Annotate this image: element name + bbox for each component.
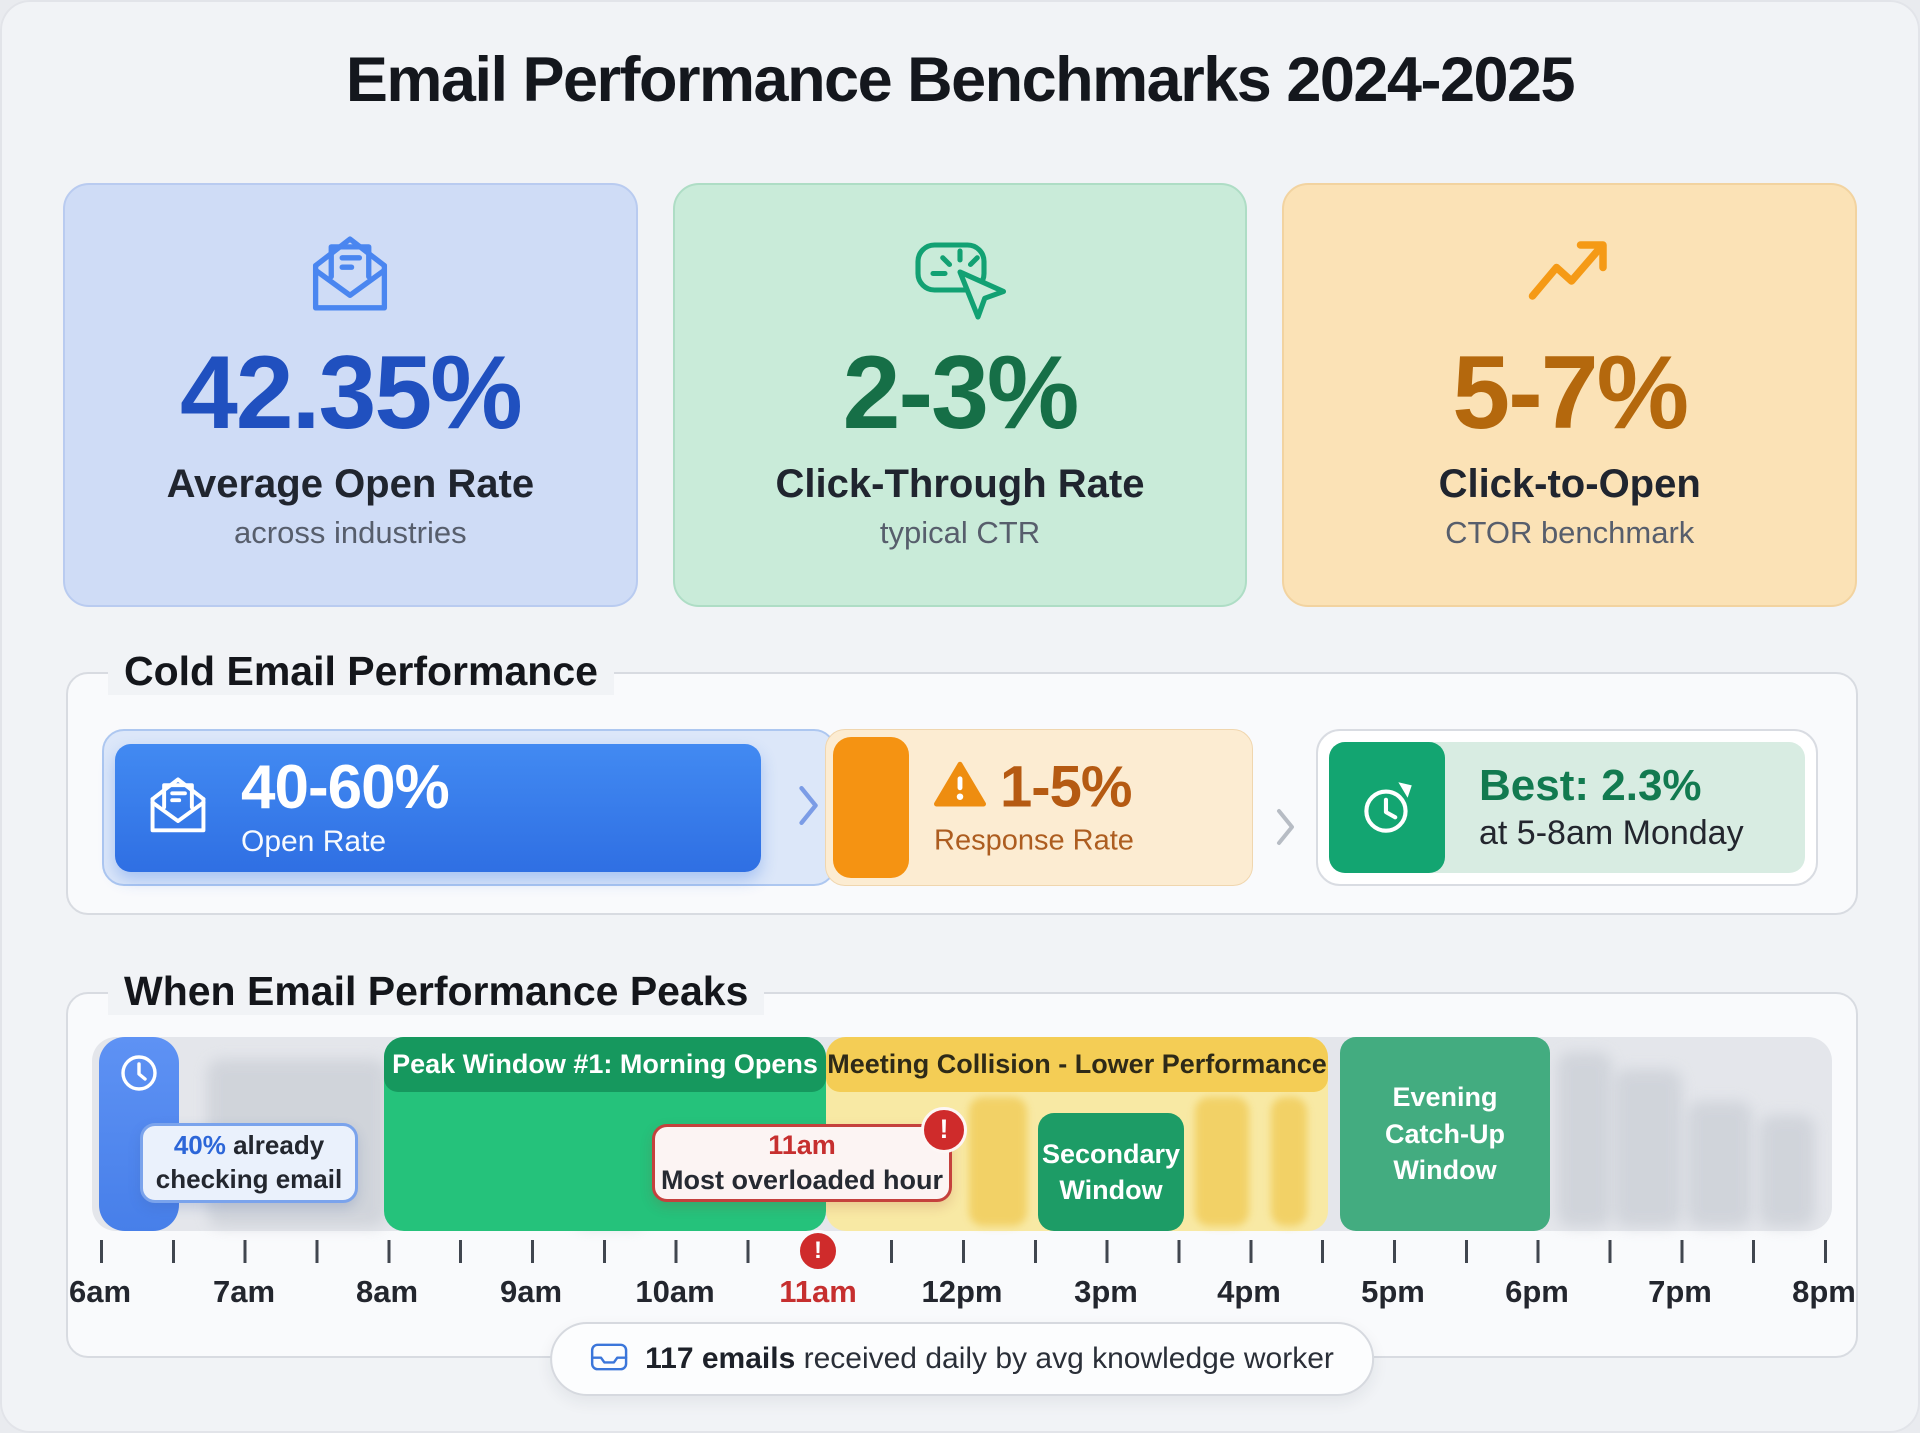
section-title-peaks: When Email Performance Peaks <box>108 968 765 1015</box>
axis-label: 12pm <box>921 1274 1003 1309</box>
ghost-bar <box>1557 1052 1612 1227</box>
stat-sublabel: typical CTR <box>879 515 1041 551</box>
inbox-icon <box>590 1341 628 1378</box>
overload-callout: 11am Most overloaded hour ! <box>652 1107 967 1202</box>
checking-email-callout: 40% already checking email <box>140 1123 358 1203</box>
evening-window-block: Evening Catch-Up Window <box>1340 1037 1550 1231</box>
evening-window-label: Catch-Up <box>1385 1118 1505 1149</box>
stat-value: 42.35% <box>179 335 523 451</box>
axis-alert-badge-icon: ! <box>797 1230 839 1272</box>
stat-card-ctr: 2-3% Click-Through Rate typical CTR <box>672 183 1248 607</box>
open-rate-wrapper: 40-60% Open Rate <box>102 729 836 886</box>
time-axis: ! 6am 7am 8am 9am 10am 11am 12pm 3pm 4pm… <box>69 1230 1856 1350</box>
open-rate-value: 40-60% <box>241 753 450 822</box>
overload-time: 11am <box>768 1129 836 1160</box>
peak-window-header: Peak Window #1: Morning Opens <box>384 1037 826 1092</box>
ghost-bar <box>1759 1115 1815 1227</box>
stat-label: Average Open Rate <box>166 462 535 507</box>
open-envelope-icon <box>300 223 400 327</box>
collision-stripe <box>1271 1097 1307 1226</box>
ghost-bar <box>1614 1069 1682 1227</box>
axis-label: 5pm <box>1361 1274 1425 1309</box>
alert-badge-icon: ! <box>921 1107 967 1153</box>
axis-label: 7pm <box>1648 1274 1712 1309</box>
chevron-right-icon <box>1273 807 1297 852</box>
secondary-window-block: Secondary Window <box>1038 1113 1184 1231</box>
axis-label: 9am <box>499 1274 563 1309</box>
section-title-cold-email: Cold Email Performance <box>108 648 614 695</box>
secondary-window-label: Secondary <box>1041 1138 1181 1169</box>
timeline-track: Peak Window #1: Morning Opens Meeting Co… <box>92 1037 1832 1231</box>
evening-window-label: Evening <box>1392 1082 1498 1113</box>
axis-label: 7am <box>212 1274 276 1309</box>
stat-label: Click-to-Open <box>1438 462 1701 507</box>
chevron-right-icon <box>795 783 821 832</box>
collision-header: Meeting Collision - Lower Performance <box>826 1037 1328 1092</box>
overload-text: Most overloaded hour <box>660 1165 944 1195</box>
checking-text: checking email <box>155 1164 343 1194</box>
axis-label: 10am <box>635 1274 715 1309</box>
trend-up-icon <box>1520 223 1620 327</box>
best-time-label: at 5-8am Monday <box>1479 814 1744 853</box>
checking-percent: 40% <box>173 1130 226 1161</box>
axis-label: 4pm <box>1217 1274 1281 1309</box>
footer-highlight: 117 emails <box>645 1342 796 1375</box>
cold-email-section: Cold Email Performance 40-60% Open Rate <box>66 648 1858 915</box>
axis-label: 8am <box>355 1274 419 1309</box>
stat-value: 2-3% <box>842 335 1080 451</box>
footer-note: 117 emails received daily by avg knowled… <box>550 1322 1374 1396</box>
ghost-bar <box>1687 1101 1752 1227</box>
axis-label-highlighted: 11am <box>779 1274 857 1309</box>
evening-window-label: Window <box>1393 1155 1497 1186</box>
stat-value: 5-7% <box>1452 335 1689 451</box>
stat-sublabel: across industries <box>234 515 467 551</box>
orange-accent-bar <box>833 737 909 878</box>
peaks-section: When Email Performance Peaks Peak Window… <box>66 968 1858 1396</box>
axis-label: 6pm <box>1505 1274 1569 1309</box>
white-envelope-icon <box>141 769 215 848</box>
checking-text: already <box>225 1130 325 1161</box>
stat-card-open-rate: 42.35% Average Open Rate across industri… <box>63 183 638 607</box>
warning-icon <box>934 761 986 814</box>
cursor-click-icon <box>909 223 1011 327</box>
response-rate-value: 1-5% <box>1000 754 1132 819</box>
response-rate-card: 1-5% Response Rate <box>825 729 1253 886</box>
open-rate-card: 40-60% Open Rate <box>115 744 761 872</box>
collision-stripe <box>1195 1097 1249 1226</box>
footer-rest: received daily by avg knowledge worker <box>795 1342 1334 1375</box>
axis-tick-row <box>100 1240 1827 1263</box>
secondary-window-label: Window <box>1059 1175 1163 1205</box>
page-title: Email Performance Benchmarks 2024-2025 <box>345 45 1576 115</box>
clock-history-icon <box>1329 742 1445 873</box>
axis-label: 3pm <box>1074 1274 1138 1309</box>
stat-cards-row: 42.35% Average Open Rate across industri… <box>63 183 1858 607</box>
axis-label: 8pm <box>1792 1274 1856 1309</box>
axis-label: 6am <box>68 1274 132 1309</box>
collision-stripe <box>969 1097 1027 1226</box>
best-time-value: Best: 2.3% <box>1479 760 1702 810</box>
best-time-card: Best: 2.3% at 5-8am Monday <box>1316 729 1818 886</box>
open-rate-label: Open Rate <box>241 825 387 858</box>
clock-icon <box>121 1055 157 1091</box>
stat-label: Click-Through Rate <box>775 462 1145 507</box>
response-rate-label: Response Rate <box>934 824 1134 856</box>
stat-card-ctor: 5-7% Click-to-Open CTOR benchmark <box>1282 183 1858 607</box>
stat-sublabel: CTOR benchmark <box>1445 515 1695 551</box>
